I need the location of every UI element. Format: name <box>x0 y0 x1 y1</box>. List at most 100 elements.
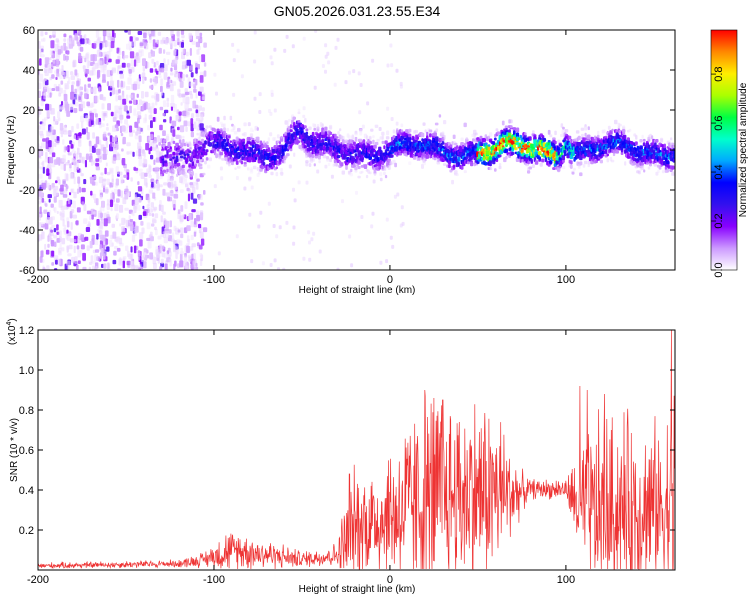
spectrogram-cell <box>200 33 203 37</box>
spectrogram-cell <box>521 149 524 153</box>
spectrogram-cell <box>59 236 62 242</box>
spectrogram-cell <box>113 251 117 256</box>
spectrogram-cell <box>169 259 172 267</box>
spectrogram-cell <box>624 135 626 139</box>
spectrogram-cell <box>90 54 94 61</box>
spectrogram-cell <box>254 97 257 101</box>
spectrogram-cell <box>179 111 182 115</box>
spectrogram-cell <box>655 153 658 156</box>
spectrogram-cell <box>453 135 456 139</box>
spectrogram-cell <box>464 123 467 128</box>
spectrogram-cell <box>79 187 81 193</box>
spectrogram-cell <box>134 246 137 254</box>
spectrogram-cell <box>64 146 67 152</box>
spectrogram-cell <box>160 167 163 170</box>
spectrogram-cell <box>316 170 319 174</box>
spectrogram-cell <box>122 63 126 68</box>
spectrogram-cell <box>270 172 273 176</box>
spectrogram-cell <box>209 157 213 161</box>
spectrogram-cell <box>82 188 86 192</box>
spectrogram-cell <box>138 31 143 35</box>
spectrogram-cell <box>54 242 57 247</box>
spectrogram-cell <box>534 136 537 140</box>
colorbar-tick-label: 0.2 <box>713 213 725 228</box>
spectrogram-cell <box>502 121 505 126</box>
spectrogram-cell <box>207 165 210 169</box>
spectrogram-cell <box>126 44 130 50</box>
spectrogram-cell <box>40 31 43 36</box>
spectrogram-cell <box>101 201 105 208</box>
spectrogram-cell <box>105 189 109 193</box>
spectrogram-cell <box>213 73 216 77</box>
spectrogram-cell <box>53 189 57 197</box>
spectrogram-cell <box>72 81 75 85</box>
spectrogram-cell <box>275 234 278 238</box>
spectrogram-cell <box>42 161 44 168</box>
spectrogram-cell <box>396 69 399 73</box>
spectrogram-cell <box>139 51 142 58</box>
spectrogram-cell <box>408 134 411 138</box>
spectrogram-cell <box>510 125 513 128</box>
spectrogram-cell <box>162 156 164 159</box>
spectrogram-cell <box>57 177 60 181</box>
spectrogram-cell <box>310 159 313 163</box>
spectrogram-cell <box>165 264 168 271</box>
spectrogram-cell <box>123 175 127 178</box>
spectrogram-cell <box>607 158 610 162</box>
spectrogram-cell <box>120 117 122 124</box>
spectrogram-cell <box>167 175 170 180</box>
spectrogram-cell <box>86 154 89 161</box>
spectrogram-cell <box>115 215 117 219</box>
spectrogram-cell <box>43 93 45 100</box>
spectrogram-cell <box>148 201 150 206</box>
spectrogram-cell <box>236 176 239 180</box>
spectrogram-cell <box>117 80 119 88</box>
spectrogram-cell <box>177 89 180 93</box>
spectrogram-cell <box>200 210 204 217</box>
spectrogram-cell <box>304 118 306 122</box>
spectrogram-cell <box>107 172 111 175</box>
spectrogram-cell <box>116 236 120 243</box>
spectrogram-cell <box>45 104 49 111</box>
spectrogram-cell <box>109 33 111 38</box>
spectrogram-cell <box>434 158 437 161</box>
spectrogram-cell <box>102 111 104 118</box>
spectrogram-cell <box>130 36 133 41</box>
spectrogram-cell <box>369 136 372 140</box>
spectrogram-cell <box>42 198 45 203</box>
spectrogram-cell <box>271 61 274 65</box>
spectrogram-cell <box>435 136 439 141</box>
spectrogram-cell <box>220 152 224 156</box>
spectrogram-cell <box>186 52 189 57</box>
spectrogram-cell <box>199 167 203 170</box>
spectrogram-cell <box>505 145 508 148</box>
spectrogram-cell <box>51 240 55 247</box>
spectrogram-cell <box>605 149 607 154</box>
spectrogram-cell <box>188 142 191 146</box>
spectrogram-cell <box>221 124 225 128</box>
spectrogram-cell <box>258 110 261 114</box>
spectrogram-cell <box>293 117 296 121</box>
spectrogram-cell <box>306 181 309 185</box>
spectrogram-cell <box>448 164 451 168</box>
spectrogram-cell <box>167 59 169 65</box>
spectrogram-cell <box>58 248 62 256</box>
spectrogram-cell <box>138 253 141 260</box>
spectrogram-cell <box>489 132 492 136</box>
spectrogram-cell <box>96 118 99 124</box>
spectrogram-cell <box>61 65 63 73</box>
spectrogram-cell <box>358 110 361 114</box>
spectrogram-cell <box>192 162 194 166</box>
spectrogram-cell <box>111 70 113 75</box>
spectrogram-cell <box>177 171 181 175</box>
spectrogram-cell <box>195 30 199 36</box>
spectrogram-cell <box>611 129 613 132</box>
spectrogram-cell <box>46 250 50 255</box>
spectrogram-cell <box>621 152 624 155</box>
spectrogram-cell <box>195 173 198 179</box>
spectrogram-cell <box>135 226 139 233</box>
spectrogram-cell <box>180 234 183 239</box>
spectrogram-cell <box>272 149 276 153</box>
spectrogram-cell <box>214 184 217 188</box>
spectrogram-cell <box>144 41 148 46</box>
